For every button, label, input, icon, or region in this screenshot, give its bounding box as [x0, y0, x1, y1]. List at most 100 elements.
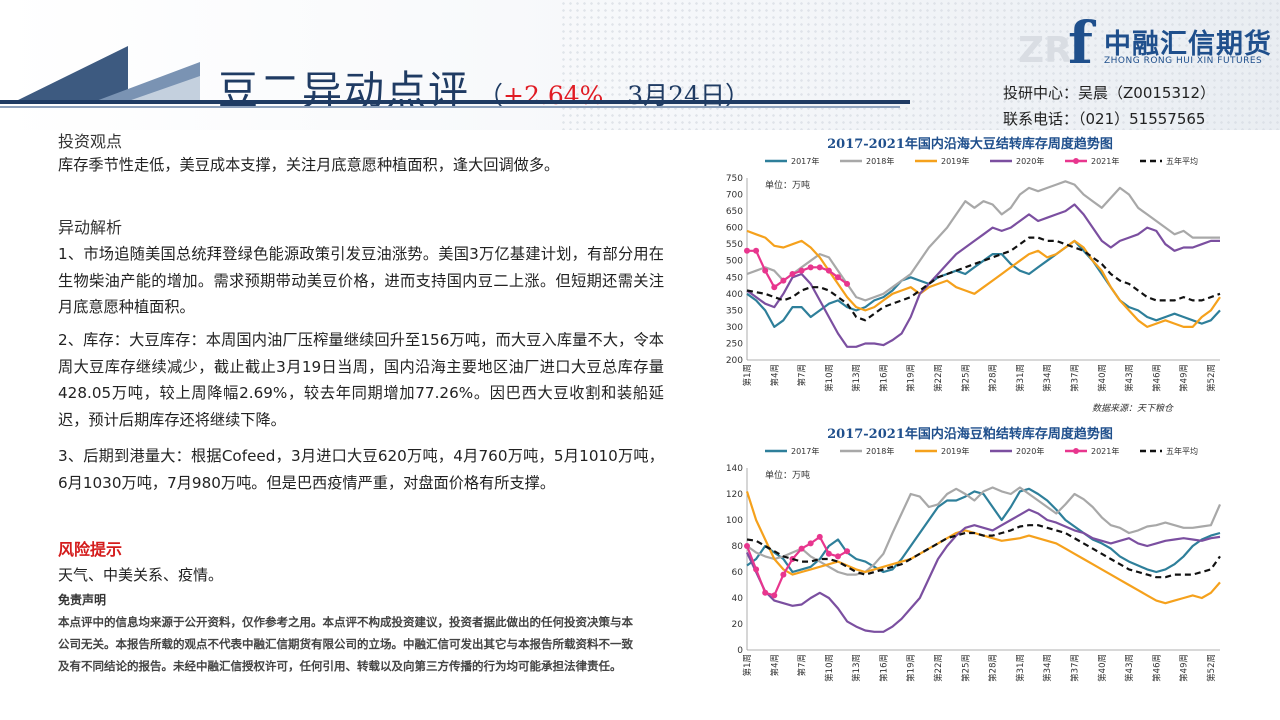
page-title: 豆二异动点评 （+2.64% 3月24日） [218, 58, 750, 114]
legend-label: 2021年 [1091, 446, 1119, 456]
series-point [844, 548, 851, 555]
x-tick-label: 第46周 [1151, 364, 1162, 392]
logo-company-name: 中融汇信期货 [1104, 29, 1272, 60]
x-tick-label: 第28周 [988, 364, 999, 392]
world-map-decoration [560, 0, 1280, 130]
series-point [744, 247, 750, 254]
risk-heading: 风险提示 [58, 540, 123, 559]
y-tick-label: 450 [726, 273, 743, 283]
x-tick-label: 第4周 [769, 654, 780, 676]
legend-label: 2017年 [791, 156, 819, 166]
y-tick-label: 600 [726, 224, 743, 234]
y-tick-label: 200 [726, 356, 743, 366]
series-line [746, 508, 1221, 633]
series-point [844, 280, 851, 287]
series-point [807, 540, 814, 547]
y-tick-label: 100 [726, 516, 743, 526]
legend-label: 2021年 [1091, 156, 1119, 166]
series-line [746, 229, 1221, 328]
x-tick-label: 第19周 [906, 654, 917, 682]
logo-company-name-en: ZHONG RONG HUI XIN FUTURES [1104, 56, 1263, 66]
risk-text: 天气、中美关系、疫情。 [58, 566, 224, 584]
y-tick-label: 700 [726, 191, 743, 201]
x-tick-label: 第43周 [1124, 654, 1135, 682]
x-tick-label: 第34周 [1042, 654, 1053, 682]
series-line [745, 535, 848, 597]
x-tick-label: 第10周 [824, 364, 835, 392]
soybean-inventory-chart: 2017-2021年国内沿海大豆结转库存周度趋势图 2017年 2018年 2019年… [700, 130, 1240, 415]
disclaimer-heading: 免责声明 [58, 593, 107, 607]
legend-label: 2020年 [1016, 156, 1044, 166]
x-tick-label: 第43周 [1124, 364, 1135, 392]
report-date: 3月24日 [627, 81, 725, 110]
view-heading: 投资观点 [58, 132, 123, 151]
series-point [834, 553, 841, 560]
x-tick-label: 第28周 [988, 654, 999, 682]
y-tick-label: 550 [726, 240, 743, 250]
x-tick-label: 第4周 [769, 364, 780, 386]
x-tick-label: 第31周 [1015, 364, 1026, 392]
y-tick-label: 20 [732, 620, 744, 630]
y-tick-label: 250 [726, 339, 743, 349]
series-point [798, 267, 805, 274]
header-divider-thin [0, 106, 900, 108]
x-tick-label: 第46周 [1151, 654, 1162, 682]
y-tick-label: 60 [732, 568, 744, 578]
x-tick-label: 第25周 [960, 654, 971, 682]
x-tick-label: 第34周 [1042, 364, 1053, 392]
x-tick-label: 第16周 [878, 654, 889, 682]
y-tick-label: 500 [726, 257, 743, 267]
y-tick-label: 120 [726, 490, 743, 500]
series-point [816, 264, 823, 271]
view-text: 库存季节性走低，美豆成本支撑，关注月底意愿种植面积，逢大回调做多。 [58, 156, 560, 174]
series-point [762, 589, 769, 596]
series-point [825, 550, 832, 557]
analysis-point-1: 1、市场追随美国总统拜登绿色能源政策引发豆油涨势。美国3万亿基建计划，有部分用在… [58, 245, 664, 316]
x-tick-label: 第49周 [1179, 364, 1190, 392]
y-tick-label: 400 [726, 290, 743, 300]
series-line [746, 236, 1221, 322]
x-tick-label: 第52周 [1206, 364, 1217, 392]
analyst-info: 投研中心：吴晨（Z0015312） [1003, 84, 1216, 102]
analysis-point-2: 2、库存：大豆库存：本周国内油厂压榨量继续回升至156万吨，而大豆入库量不大，令… [58, 331, 664, 429]
chart-title: 2017-2021年国内沿海大豆结转库存周度趋势图 [827, 136, 1113, 152]
x-tick-label: 第52周 [1206, 654, 1217, 682]
x-tick-label: 第16周 [878, 364, 889, 392]
y-tick-label: 300 [726, 323, 743, 333]
paren-open: （ [478, 81, 504, 110]
x-tick-label: 第19周 [906, 364, 917, 392]
x-tick-label: 第1周 [742, 364, 753, 386]
y-tick-label: 140 [726, 464, 743, 474]
x-tick-label: 第10周 [824, 654, 835, 682]
chart-title: 2017-2021年国内沿海豆粕结转库存周度趋势图 [827, 426, 1113, 442]
analysis-heading: 异动解析 [58, 218, 123, 237]
paren-close: ） [724, 81, 750, 110]
x-tick-label: 第37周 [1069, 654, 1080, 682]
logo-f-icon: f [1068, 9, 1093, 77]
price-change: +2.64% [503, 81, 604, 110]
series-point [744, 543, 750, 549]
x-tick-label: 第13周 [851, 654, 862, 682]
legend-label: 2019年 [941, 156, 969, 166]
series-point [825, 267, 832, 274]
x-tick-label: 第22周 [933, 654, 944, 682]
legend-marker [1073, 448, 1079, 454]
y-tick-label: 350 [726, 306, 743, 316]
soymeal-inventory-chart: 2017-2021年国内沿海豆粕结转库存周度趋势图 2017年 2018年 2019年… [700, 420, 1240, 705]
unit-label: 单位：万吨 [765, 179, 810, 191]
analysis-point-3: 3、后期到港量大：根据Cofeed，3月进口大豆620万吨，4月760万吨，5月… [58, 447, 664, 492]
x-tick-label: 第7周 [797, 364, 808, 386]
legend-label: 2019年 [941, 446, 969, 456]
disclaimer-text: 本点评中的信息均来源于公开资料，仅作参考之用。本点评不构成投资建议，投资者据此做… [58, 615, 633, 673]
y-tick-label: 0 [737, 646, 743, 656]
series-line [746, 203, 1220, 348]
x-tick-label: 第22周 [933, 364, 944, 392]
series-point [780, 277, 787, 284]
x-tick-label: 第31周 [1015, 654, 1026, 682]
legend-marker [1073, 158, 1079, 164]
header-divider [0, 100, 910, 104]
series-point [816, 533, 823, 540]
page-title-sub: （+2.64% 3月24日） [478, 76, 750, 112]
y-tick-label: 40 [732, 594, 744, 604]
series-point [762, 267, 769, 274]
